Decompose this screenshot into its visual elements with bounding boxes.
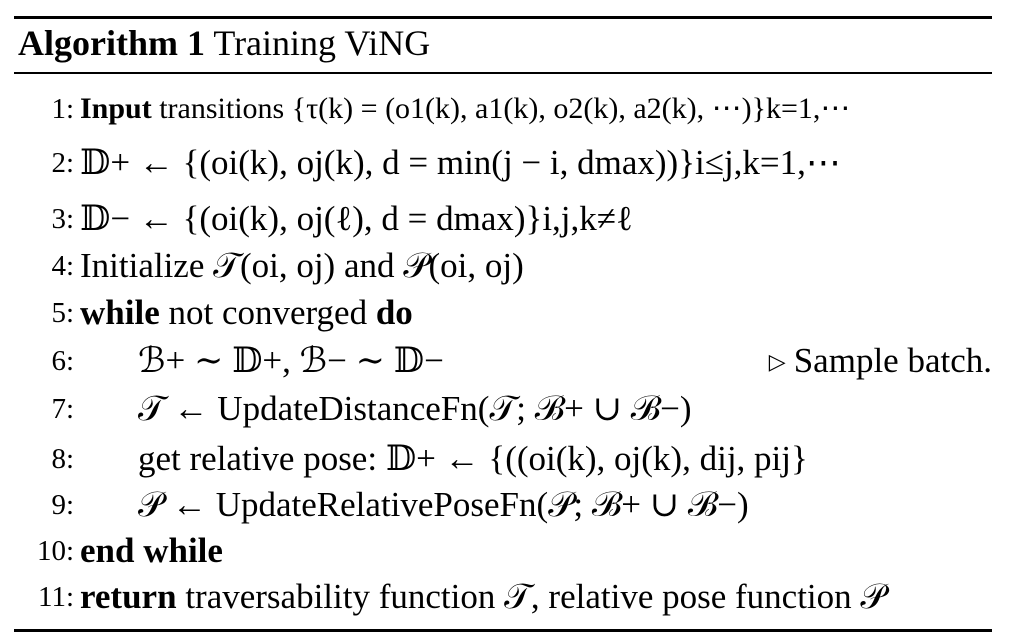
line-statement: end while: [80, 528, 223, 574]
keyword-return: return: [80, 577, 177, 616]
comment-text: Sample batch.: [793, 341, 992, 380]
line-number: 5:: [51, 297, 74, 329]
keyword-input: Input: [80, 92, 152, 125]
line-number: 6:: [51, 345, 74, 377]
statement-text: not converged: [159, 293, 376, 332]
statement-text: traversability function 𝒯, relative pose…: [176, 577, 886, 616]
line-number: 11:: [38, 581, 74, 613]
algorithm-line-11: 11: return traversability function 𝒯, re…: [14, 574, 992, 620]
line-statement: 𝒯 ← UpdateDistanceFn(𝒯; ℬ+ ∪ ℬ−): [138, 389, 692, 428]
algorithm-line-10: 10: end while: [14, 528, 992, 574]
statement-text: transitions {τ(k) = (o1(k), a1(k), o2(k)…: [151, 92, 851, 125]
line-number: 7:: [51, 393, 74, 425]
line-statement: ℬ+ ∼ 𝔻+, ℬ− ∼ 𝔻−: [138, 341, 444, 380]
line-statement: 𝔻+ ← {(oi(k), oj(k), d = min(j − i, dmax…: [80, 143, 841, 182]
line-statement: 𝒫 ← UpdateRelativePoseFn(𝒫; ℬ+ ∪ ℬ−): [138, 485, 749, 524]
algorithm-label: Algorithm 1: [18, 23, 205, 63]
algorithm-line-2: 2: 𝔻+ ← {(oi(k), oj(k), d = min(j − i, d…: [14, 140, 992, 186]
algorithm-line-5: 5: while not converged do: [14, 290, 992, 336]
algorithm-caption: Algorithm 1 Training ViNG: [18, 19, 430, 67]
algorithm-line-7: 7: 𝒯 ← UpdateDistanceFn(𝒯; ℬ+ ∪ ℬ−): [14, 386, 992, 432]
comment-triangle-icon: ▷: [768, 349, 786, 374]
algorithm-line-4: 4: Initialize 𝒯(oi, oj) and 𝒫(oi, oj): [14, 243, 992, 289]
line-number: 3:: [51, 203, 74, 235]
line-statement: Initialize 𝒯(oi, oj) and 𝒫(oi, oj): [80, 246, 524, 285]
algorithm-line-3: 3: 𝔻− ← {(oi(k), oj(ℓ), d = dmax)}i,j,k≠…: [14, 196, 992, 242]
line-number: 10:: [36, 535, 74, 567]
keyword-end-while: end while: [80, 531, 223, 570]
keyword-do: do: [375, 293, 413, 332]
line-number: 8:: [51, 443, 74, 475]
line-number: 4:: [51, 250, 74, 282]
line-statement: while not converged do: [80, 290, 413, 336]
caption-rule: [14, 72, 992, 74]
bottom-rule: [14, 629, 992, 632]
line-statement: Input transitions {τ(k) = (o1(k), a1(k),…: [80, 86, 850, 132]
line-statement: return traversability function 𝒯, relati…: [80, 574, 886, 620]
algorithm-title: Training ViNG: [213, 23, 431, 63]
algorithm-line-8: 8: get relative pose: 𝔻+ ← {((oi(k), oj(…: [14, 436, 992, 482]
algorithm-line-1: 1: Input transitions {τ(k) = (o1(k), a1(…: [14, 86, 992, 132]
algorithm-block: Algorithm 1 Training ViNG 1: Input trans…: [14, 16, 992, 634]
line-comment: ▷ Sample batch.: [769, 338, 992, 385]
line-statement: 𝔻− ← {(oi(k), oj(ℓ), d = dmax)}i,j,k≠ℓ: [80, 199, 633, 238]
line-number: 2:: [51, 147, 74, 179]
algorithm-line-6: 6: ℬ+ ∼ 𝔻+, ℬ− ∼ 𝔻− ▷ Sample batch.: [14, 338, 992, 384]
line-statement: get relative pose: 𝔻+ ← {((oi(k), oj(k),…: [138, 439, 808, 478]
line-number: 9:: [51, 489, 74, 521]
algorithm-line-9: 9: 𝒫 ← UpdateRelativePoseFn(𝒫; ℬ+ ∪ ℬ−): [14, 482, 992, 528]
line-number: 1:: [51, 93, 74, 125]
top-rule: [14, 16, 992, 19]
keyword-while: while: [80, 293, 160, 332]
